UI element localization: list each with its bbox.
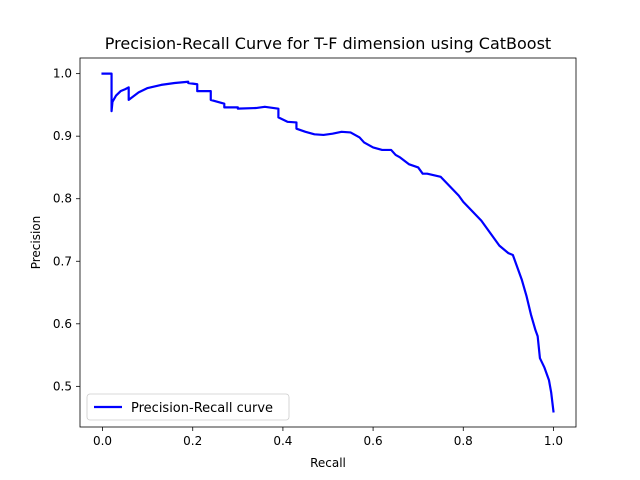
plot-frame bbox=[79, 57, 577, 428]
y-tick-label: 0.7 bbox=[53, 254, 72, 268]
legend-label: Precision-Recall curve bbox=[131, 401, 273, 416]
x-tick-label: 0.6 bbox=[364, 434, 383, 448]
y-axis-ticks: 0.5 0.6 0.7 0.8 0.9 1.0 bbox=[53, 67, 80, 393]
x-tick-label: 0.2 bbox=[183, 434, 202, 448]
y-tick-label: 0.5 bbox=[53, 379, 72, 393]
y-tick-label: 0.9 bbox=[53, 129, 72, 143]
legend: Precision-Recall curve bbox=[86, 393, 290, 421]
y-axis-label: Precision bbox=[29, 216, 43, 270]
y-tick-label: 1.0 bbox=[53, 67, 72, 81]
x-tick-label: 0.8 bbox=[454, 434, 473, 448]
legend-box bbox=[86, 393, 290, 421]
y-tick-label: 0.8 bbox=[53, 192, 72, 206]
x-tick-label: 0.0 bbox=[93, 434, 112, 448]
chart-title: Precision-Recall Curve for T-F dimension… bbox=[105, 34, 551, 53]
x-tick-label: 0.4 bbox=[273, 434, 292, 448]
x-axis-label: Recall bbox=[310, 456, 346, 470]
precision-recall-series-line bbox=[101, 72, 555, 413]
x-tick-label: 1.0 bbox=[544, 434, 563, 448]
x-axis-ticks: 0.0 0.2 0.4 0.6 0.8 1.0 bbox=[93, 427, 563, 448]
y-tick-label: 0.6 bbox=[53, 317, 72, 331]
